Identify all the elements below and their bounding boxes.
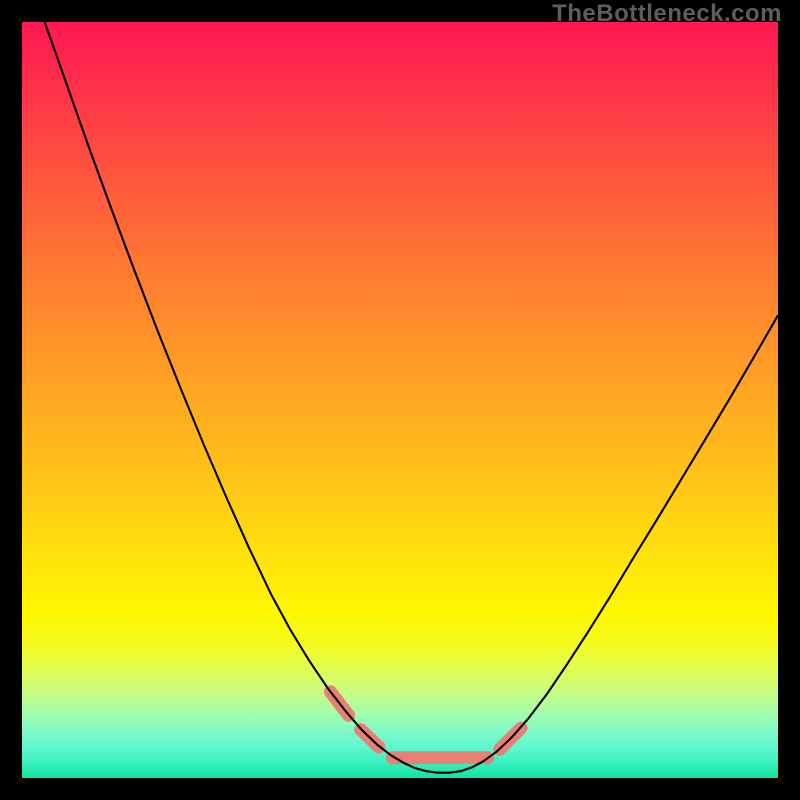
watermark-text: TheBottleneck.com [552,0,782,28]
chart-stage: TheBottleneck.com [0,0,800,800]
plot-background [22,22,778,778]
